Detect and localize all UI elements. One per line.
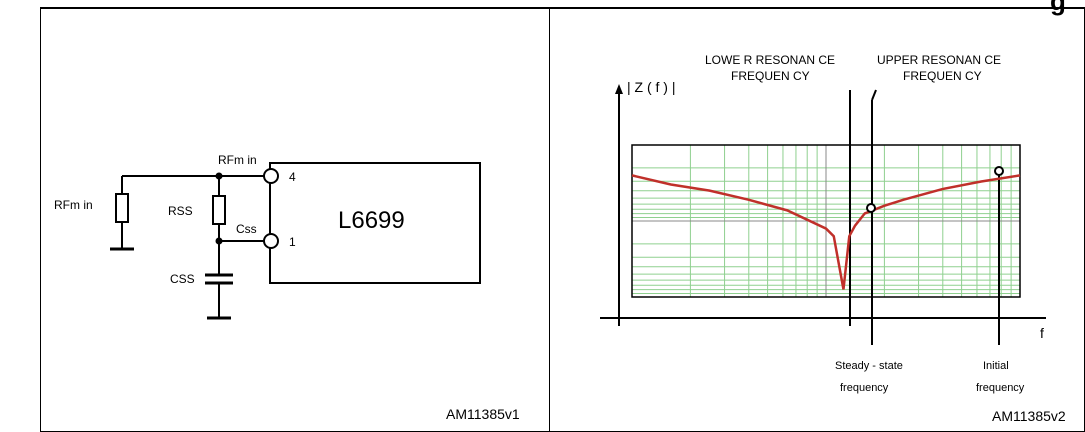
- initial-label-line1: Initial: [983, 360, 1009, 372]
- steady-state-label-line2: frequency: [840, 382, 889, 394]
- pin4-terminal: [263, 168, 279, 184]
- rfmin-top-label: RFm in: [218, 153, 257, 167]
- top-border: [40, 7, 1085, 9]
- rfmin-left-label: RFm in: [54, 198, 93, 212]
- left-id-code: AM11385v1: [446, 406, 520, 422]
- y-axis-arrow: [615, 84, 623, 94]
- lower-resonance-label-line2: FREQUEN CY: [731, 69, 810, 83]
- chart-markers: [849, 89, 1000, 345]
- lower-resonance-label-line1: LOWE R RESONAN CE: [705, 53, 836, 67]
- pin1-terminal: [263, 233, 279, 249]
- initial-point: [994, 166, 1004, 176]
- upper-resonance-tick: [871, 89, 877, 101]
- right-id-code: AM11385v2: [992, 408, 1066, 424]
- ic-name-label: L6699: [338, 207, 405, 234]
- css-junction: [215, 237, 223, 245]
- initial-label-line2: frequency: [976, 382, 1025, 394]
- plot-frame: [631, 144, 1021, 298]
- rss-label: RSS: [168, 204, 193, 218]
- steady-state-label-line1: Steady - state: [835, 360, 903, 372]
- css-cap-label: CSS: [170, 272, 195, 286]
- upper-resonance-label-line1: UPPER RESONAN CE: [877, 53, 1002, 67]
- chart-dots: [866, 166, 1004, 213]
- css-pin-label: Css: [236, 222, 257, 236]
- chart-axes: [600, 84, 1046, 326]
- pin4-label: 4: [289, 170, 296, 184]
- x-axis-label: f: [1040, 325, 1044, 341]
- y-axis-label: | Z ( f ) |: [627, 79, 676, 95]
- header-title-fragment: g: [1050, 0, 1066, 16]
- chart-grid: [631, 144, 1021, 298]
- pin1-label: 1: [289, 235, 296, 249]
- impedance-curve: [631, 174, 1021, 290]
- upper-resonance-label-line2: FREQUEN CY: [903, 69, 982, 83]
- steady-state-point: [866, 203, 876, 213]
- ic-l6699-box: [269, 162, 481, 284]
- rfmin-junction: [215, 172, 223, 180]
